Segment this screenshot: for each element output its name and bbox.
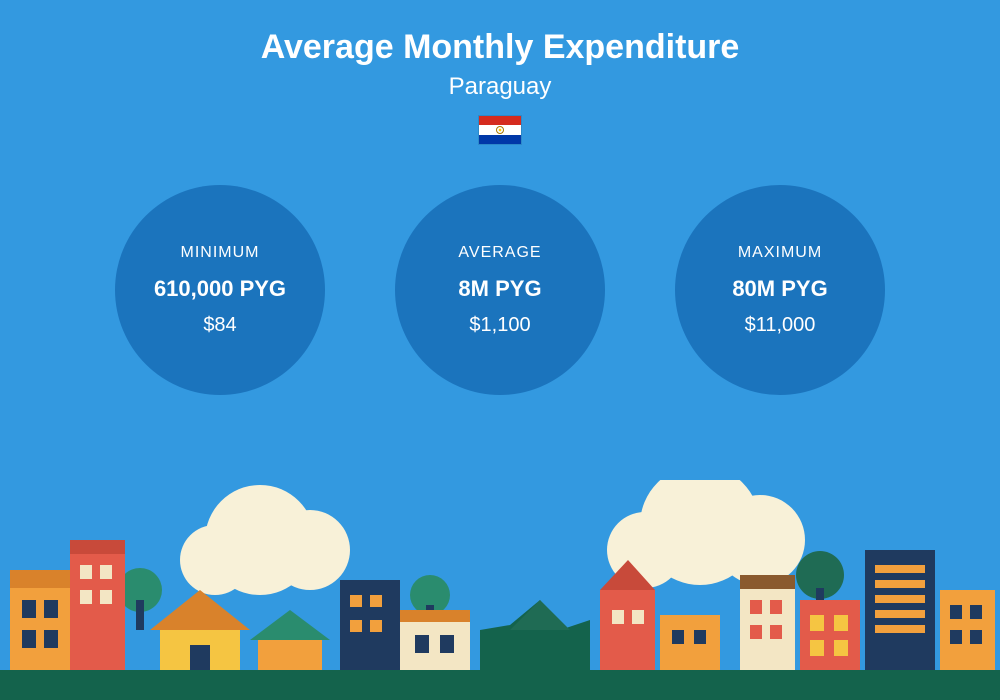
stat-label: MINIMUM [181, 244, 260, 262]
stat-circle-maximum: MAXIMUM 80M PYG $11,000 [675, 185, 885, 395]
stat-usd: $11,000 [745, 314, 816, 337]
flag-stripe-red [479, 116, 521, 125]
stat-usd: $1,100 [469, 314, 530, 337]
stat-value: 8M PYG [458, 276, 541, 302]
flag-stripe-blue [479, 135, 521, 144]
stat-value: 80M PYG [732, 276, 827, 302]
stat-label: AVERAGE [458, 244, 541, 262]
stat-usd: $84 [203, 314, 236, 337]
paraguay-flag-icon [478, 115, 522, 145]
cityscape-illustration-icon [0, 480, 1000, 700]
infographic-canvas: Average Monthly Expenditure Paraguay MIN… [0, 0, 1000, 700]
stat-circle-minimum: MINIMUM 610,000 PYG $84 [115, 185, 325, 395]
stats-row: MINIMUM 610,000 PYG $84 AVERAGE 8M PYG $… [0, 185, 1000, 395]
page-title: Average Monthly Expenditure [261, 28, 740, 67]
flag-emblem-icon [496, 126, 504, 134]
stat-value: 610,000 PYG [154, 276, 286, 302]
stat-circle-average: AVERAGE 8M PYG $1,100 [395, 185, 605, 395]
country-name: Paraguay [449, 73, 552, 101]
stat-label: MAXIMUM [738, 244, 822, 262]
flag-stripe-white [479, 125, 521, 134]
